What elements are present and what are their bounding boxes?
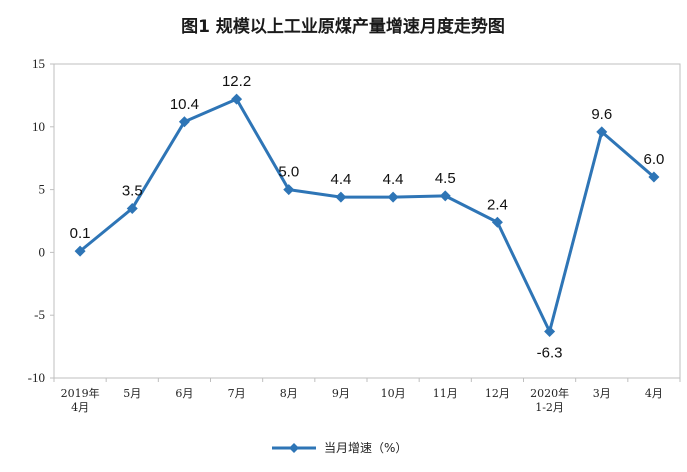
data-point-marker xyxy=(648,171,660,183)
y-tick-label: 5 xyxy=(39,182,46,197)
plot-frame xyxy=(53,63,681,379)
x-tick-label-line: 4月 xyxy=(71,401,89,414)
x-tick-label: 2020年 1-2月 xyxy=(530,386,569,414)
y-tick-label: -10 xyxy=(28,370,45,385)
legend-label: 当月增速（%） xyxy=(324,441,407,455)
data-point-marker xyxy=(178,116,190,128)
data-point-marker xyxy=(231,93,243,105)
data-label: 10.4 xyxy=(170,96,199,113)
data-label: 0.1 xyxy=(70,225,91,242)
x-tick-label-line: 3月 xyxy=(593,387,611,400)
x-tick-label: 4月 xyxy=(645,387,663,400)
data-label: 6.0 xyxy=(643,151,664,168)
y-tick-label: 10 xyxy=(32,119,45,134)
data-label: 2.4 xyxy=(487,196,508,213)
x-tick-label: 11月 xyxy=(433,387,458,400)
data-label: 9.6 xyxy=(591,106,612,123)
x-tick-label-line: 9月 xyxy=(332,387,350,400)
data-point-marker xyxy=(126,202,138,214)
x-tick-label-line: 10月 xyxy=(381,387,406,400)
x-tick-label-line: 7月 xyxy=(228,387,246,400)
y-tick-label: -5 xyxy=(34,307,45,322)
data-label: 3.5 xyxy=(122,182,143,199)
x-tick-label-line: 2020年 xyxy=(530,386,569,400)
x-tick-label: 5月 xyxy=(123,387,141,400)
data-point-marker xyxy=(335,191,347,203)
legend-marker xyxy=(289,443,299,453)
data-label: 4.4 xyxy=(330,171,351,188)
data-label: -6.3 xyxy=(537,345,563,362)
x-tick-label: 7月 xyxy=(228,387,246,400)
x-tick-label-line: 6月 xyxy=(175,387,193,400)
x-tick-label: 3月 xyxy=(593,387,611,400)
data-label: 4.5 xyxy=(435,170,456,187)
series-line xyxy=(79,97,655,334)
x-tick-label-line: 2019年 xyxy=(61,386,100,400)
data-point-marker xyxy=(491,216,503,228)
data-label: 12.2 xyxy=(222,73,251,90)
x-tick-label-line: 11月 xyxy=(433,387,458,400)
x-tick-label-line: 4月 xyxy=(645,387,663,400)
data-point-marker xyxy=(283,184,295,196)
x-tick-label-line: 12月 xyxy=(485,387,510,400)
x-tick-label: 9月 xyxy=(332,387,350,400)
x-tick-label: 12月 xyxy=(485,387,510,400)
data-label: 4.4 xyxy=(383,171,404,188)
x-tick-label-line: 1-2月 xyxy=(535,401,564,414)
chart-title: 图1 规模以上工业原煤产量增速月度走势图 xyxy=(181,16,505,37)
x-tick-label: 8月 xyxy=(280,387,298,400)
x-tick-label: 2019年 4月 xyxy=(61,386,100,414)
data-point-marker xyxy=(439,190,451,202)
x-tick-label: 10月 xyxy=(381,387,406,400)
data-label: 5.0 xyxy=(278,164,299,181)
y-tick-label: 0 xyxy=(39,244,46,259)
x-tick-label-line: 5月 xyxy=(123,387,141,400)
legend: 当月增速（%） xyxy=(272,441,407,455)
data-point-marker xyxy=(74,245,86,257)
y-tick-label: 15 xyxy=(32,56,45,71)
x-tick-label: 6月 xyxy=(175,387,193,400)
data-point-marker xyxy=(596,126,608,138)
data-point-marker xyxy=(387,191,399,203)
x-tick-label-line: 8月 xyxy=(280,387,298,400)
data-point-marker xyxy=(544,326,556,338)
